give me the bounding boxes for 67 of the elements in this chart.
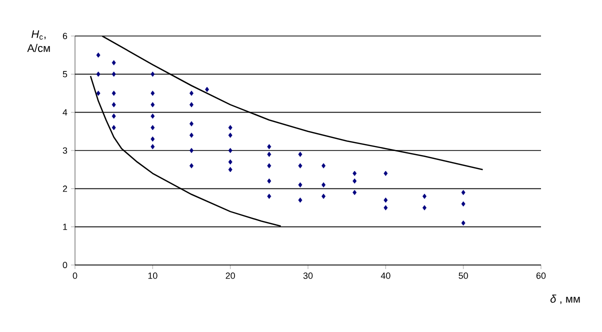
point [461, 201, 466, 207]
point [322, 163, 326, 168]
point [96, 90, 100, 96]
x-tick-label: 40 [380, 272, 390, 279]
point [267, 194, 272, 199]
point [112, 90, 116, 96]
point [384, 170, 388, 176]
point [267, 152, 272, 157]
point [150, 114, 155, 119]
point [205, 86, 210, 92]
point [267, 163, 272, 168]
point [150, 72, 155, 77]
point [352, 170, 357, 176]
point [112, 125, 116, 130]
y-tick-label: 5 [62, 71, 68, 78]
point [298, 198, 302, 203]
point [228, 159, 232, 165]
point [150, 136, 155, 142]
point [384, 205, 388, 210]
x-tick-label: 60 [536, 272, 546, 279]
point [298, 182, 302, 188]
point [322, 194, 326, 199]
point [112, 60, 116, 66]
y-tick-label: 2 [62, 186, 68, 192]
x-axis-title: δ , мм [550, 294, 580, 304]
point [112, 102, 116, 108]
point [190, 90, 194, 96]
point [150, 90, 155, 96]
y-tick-label: 4 [62, 109, 68, 116]
x-tick-label: 20 [226, 272, 235, 279]
point [190, 163, 194, 168]
point [150, 144, 155, 150]
y-axis-title: H$_{c}$, А/см [27, 30, 50, 52]
point [112, 72, 116, 77]
point [267, 178, 272, 184]
point [422, 194, 426, 199]
point [150, 102, 155, 108]
point [228, 166, 232, 172]
line-series [90, 75, 282, 227]
point [352, 190, 357, 196]
point [298, 152, 302, 157]
point [384, 198, 388, 203]
point [190, 102, 194, 108]
point [352, 178, 357, 184]
point [228, 125, 232, 130]
point [150, 125, 155, 130]
point [96, 72, 100, 77]
point [190, 132, 194, 138]
point [322, 182, 326, 188]
point [112, 114, 116, 119]
point [228, 132, 232, 138]
point [228, 148, 232, 154]
y-tick-label: 6 [62, 32, 68, 40]
y-tick-label: 1 [63, 224, 68, 230]
point [190, 121, 194, 126]
x-tick-label: 30 [303, 272, 313, 279]
point [298, 163, 302, 168]
point [422, 205, 426, 210]
x-tick-label: 10 [148, 272, 158, 279]
point [267, 144, 272, 150]
x-tick-label: 0 [72, 272, 78, 279]
point [461, 190, 466, 196]
y-tick-label: 0 [62, 262, 68, 268]
y-tick-label: 3 [62, 147, 68, 154]
point [96, 52, 100, 58]
x-tick-label: 50 [458, 272, 468, 279]
point [461, 220, 466, 226]
